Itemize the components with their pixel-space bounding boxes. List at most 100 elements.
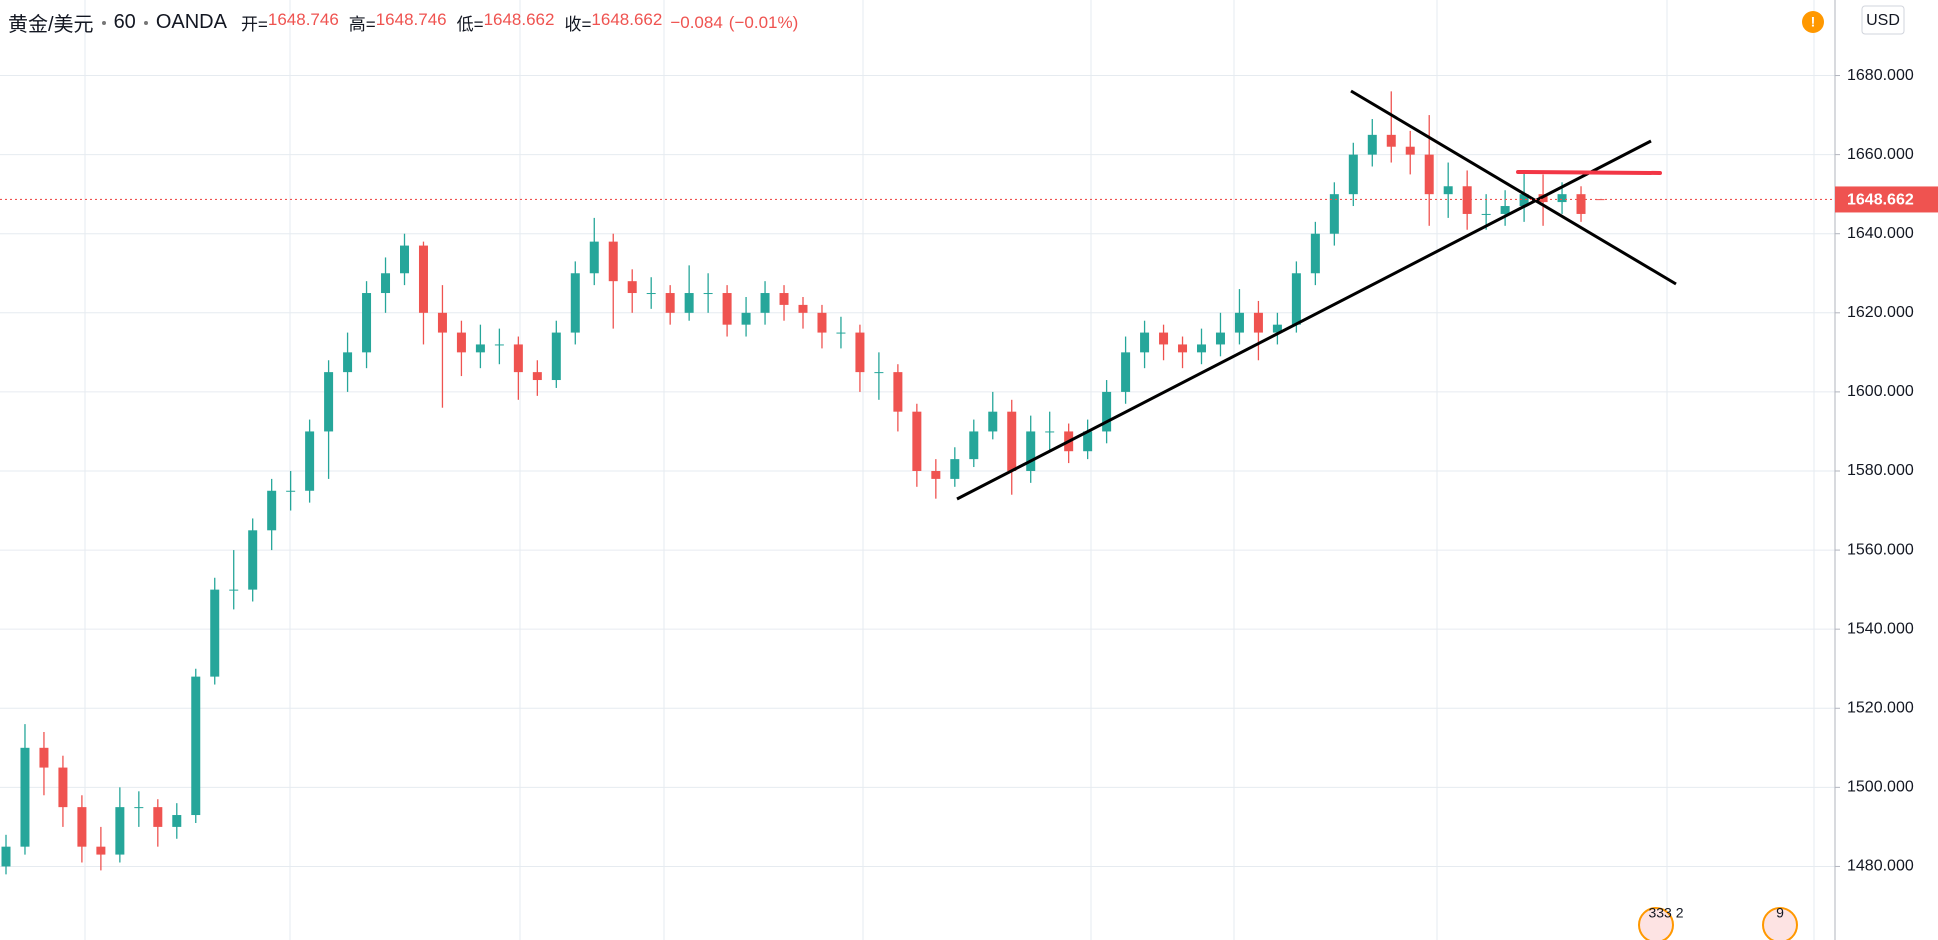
candle-body [1367, 134, 1377, 155]
y-tick-label: 1540.000 [1847, 620, 1914, 637]
candle-body [1329, 194, 1339, 234]
source: OANDA [155, 11, 227, 33]
candle-body [1386, 134, 1396, 147]
candle-body [210, 589, 220, 677]
interval[interactable]: 60 [113, 11, 136, 33]
candle-body [1159, 332, 1169, 345]
ohlc-value: 1648.662 [591, 10, 663, 29]
candle-body [798, 304, 808, 313]
candle-body [1500, 206, 1510, 214]
separator [101, 20, 106, 25]
candle-body [494, 344, 504, 346]
y-tick-label: 1640.000 [1847, 225, 1914, 242]
trend-line[interactable] [956, 139, 1652, 501]
y-tick-label: 1620.000 [1847, 304, 1914, 321]
candle-body [134, 807, 144, 809]
alert-icon[interactable] [1802, 11, 1824, 33]
candle-body [305, 431, 315, 491]
candle-body [608, 241, 618, 282]
candle-body [893, 372, 903, 412]
event-icon[interactable] [1638, 907, 1674, 940]
candle-body [229, 589, 239, 591]
candle-body [362, 293, 372, 353]
candle-body [1519, 194, 1529, 207]
alert-text[interactable]: ! [1811, 14, 1816, 30]
candle-body [760, 293, 770, 313]
candle-body [1215, 332, 1225, 345]
currency-label[interactable]: USD [1866, 12, 1900, 29]
event-icons: 333 2 9 [1638, 905, 1798, 940]
candle-body [20, 747, 30, 847]
candle-body [551, 332, 561, 381]
candle-body [191, 676, 201, 816]
ohlc-label: 低= [456, 15, 484, 34]
trend-line[interactable] [1350, 89, 1677, 286]
last-price-box [1835, 186, 1938, 213]
y-tick-label: 1560.000 [1847, 541, 1914, 558]
candle-body [39, 747, 49, 768]
candle-body [456, 332, 466, 353]
candle-body [286, 490, 296, 492]
candle-body [513, 344, 523, 373]
candle-body [627, 281, 637, 294]
candle-body [1178, 344, 1188, 353]
event-label[interactable]: 9 [1776, 905, 1784, 921]
horizontal-grid [0, 75, 1835, 867]
ohlc-item: 开= 1648.746 [241, 10, 339, 35]
candle-body [703, 293, 713, 295]
ohlc-label: 开= [240, 15, 268, 34]
candle-body [475, 344, 485, 353]
candle-body [115, 807, 125, 855]
candle-body [267, 490, 277, 531]
event-icon[interactable] [1762, 907, 1798, 940]
candle-body [1140, 332, 1150, 353]
candle-body [1405, 146, 1415, 155]
candle-body [324, 372, 334, 432]
drawings [956, 89, 1677, 501]
candle-body [988, 411, 998, 432]
y-tick-label: 1680.000 [1847, 67, 1914, 84]
candle-body [1443, 186, 1453, 195]
ohlc-value: 1648.746 [267, 10, 339, 29]
y-tick-label: 1480.000 [1847, 858, 1914, 875]
candle-body [1481, 213, 1491, 215]
ohlc-label: 高= [348, 15, 376, 34]
candle-body [58, 767, 68, 808]
candle-body [400, 245, 409, 274]
candle-body [343, 352, 353, 373]
candle-body [1234, 312, 1244, 333]
candle-body [153, 807, 163, 827]
price-axis: 1480.000 1500.000 1520.000 1540.000 1560.000… [1835, 67, 1938, 875]
change-percent: (−0.01%) [728, 12, 799, 32]
ohlc-item: 高= 1648.746 [349, 10, 447, 35]
candle-body [931, 470, 941, 479]
candle-body [741, 312, 751, 325]
y-tick-label: 1600.000 [1847, 383, 1914, 400]
candle-body [172, 815, 182, 827]
candle-body [684, 293, 694, 313]
price-axis-bg [1835, 0, 1938, 940]
candle-body [1102, 391, 1112, 432]
event-label[interactable]: 333 2 [1648, 905, 1683, 921]
candle-body [1026, 431, 1036, 471]
ohlc-item: 收= 1648.662 [564, 10, 662, 35]
separator [143, 20, 148, 25]
candle-body [1253, 312, 1263, 333]
candle-body [532, 372, 542, 381]
currency-box[interactable] [1861, 5, 1905, 35]
candle-body [1557, 194, 1567, 203]
candle-body [589, 241, 599, 274]
highlight-line[interactable] [1516, 170, 1662, 175]
ohlc-value: 1648.746 [375, 10, 447, 29]
y-tick-label: 1500.000 [1847, 779, 1914, 796]
ohlc-label: 收= [564, 15, 592, 34]
candle-body [1272, 324, 1282, 333]
y-tick-label: 1580.000 [1847, 462, 1914, 479]
candle-body [779, 293, 789, 305]
candle-body [437, 312, 447, 333]
candle-body [969, 431, 979, 460]
candle-body [418, 245, 428, 313]
candle-body [665, 293, 675, 313]
symbol[interactable]: 黄金/美元 [8, 14, 94, 36]
